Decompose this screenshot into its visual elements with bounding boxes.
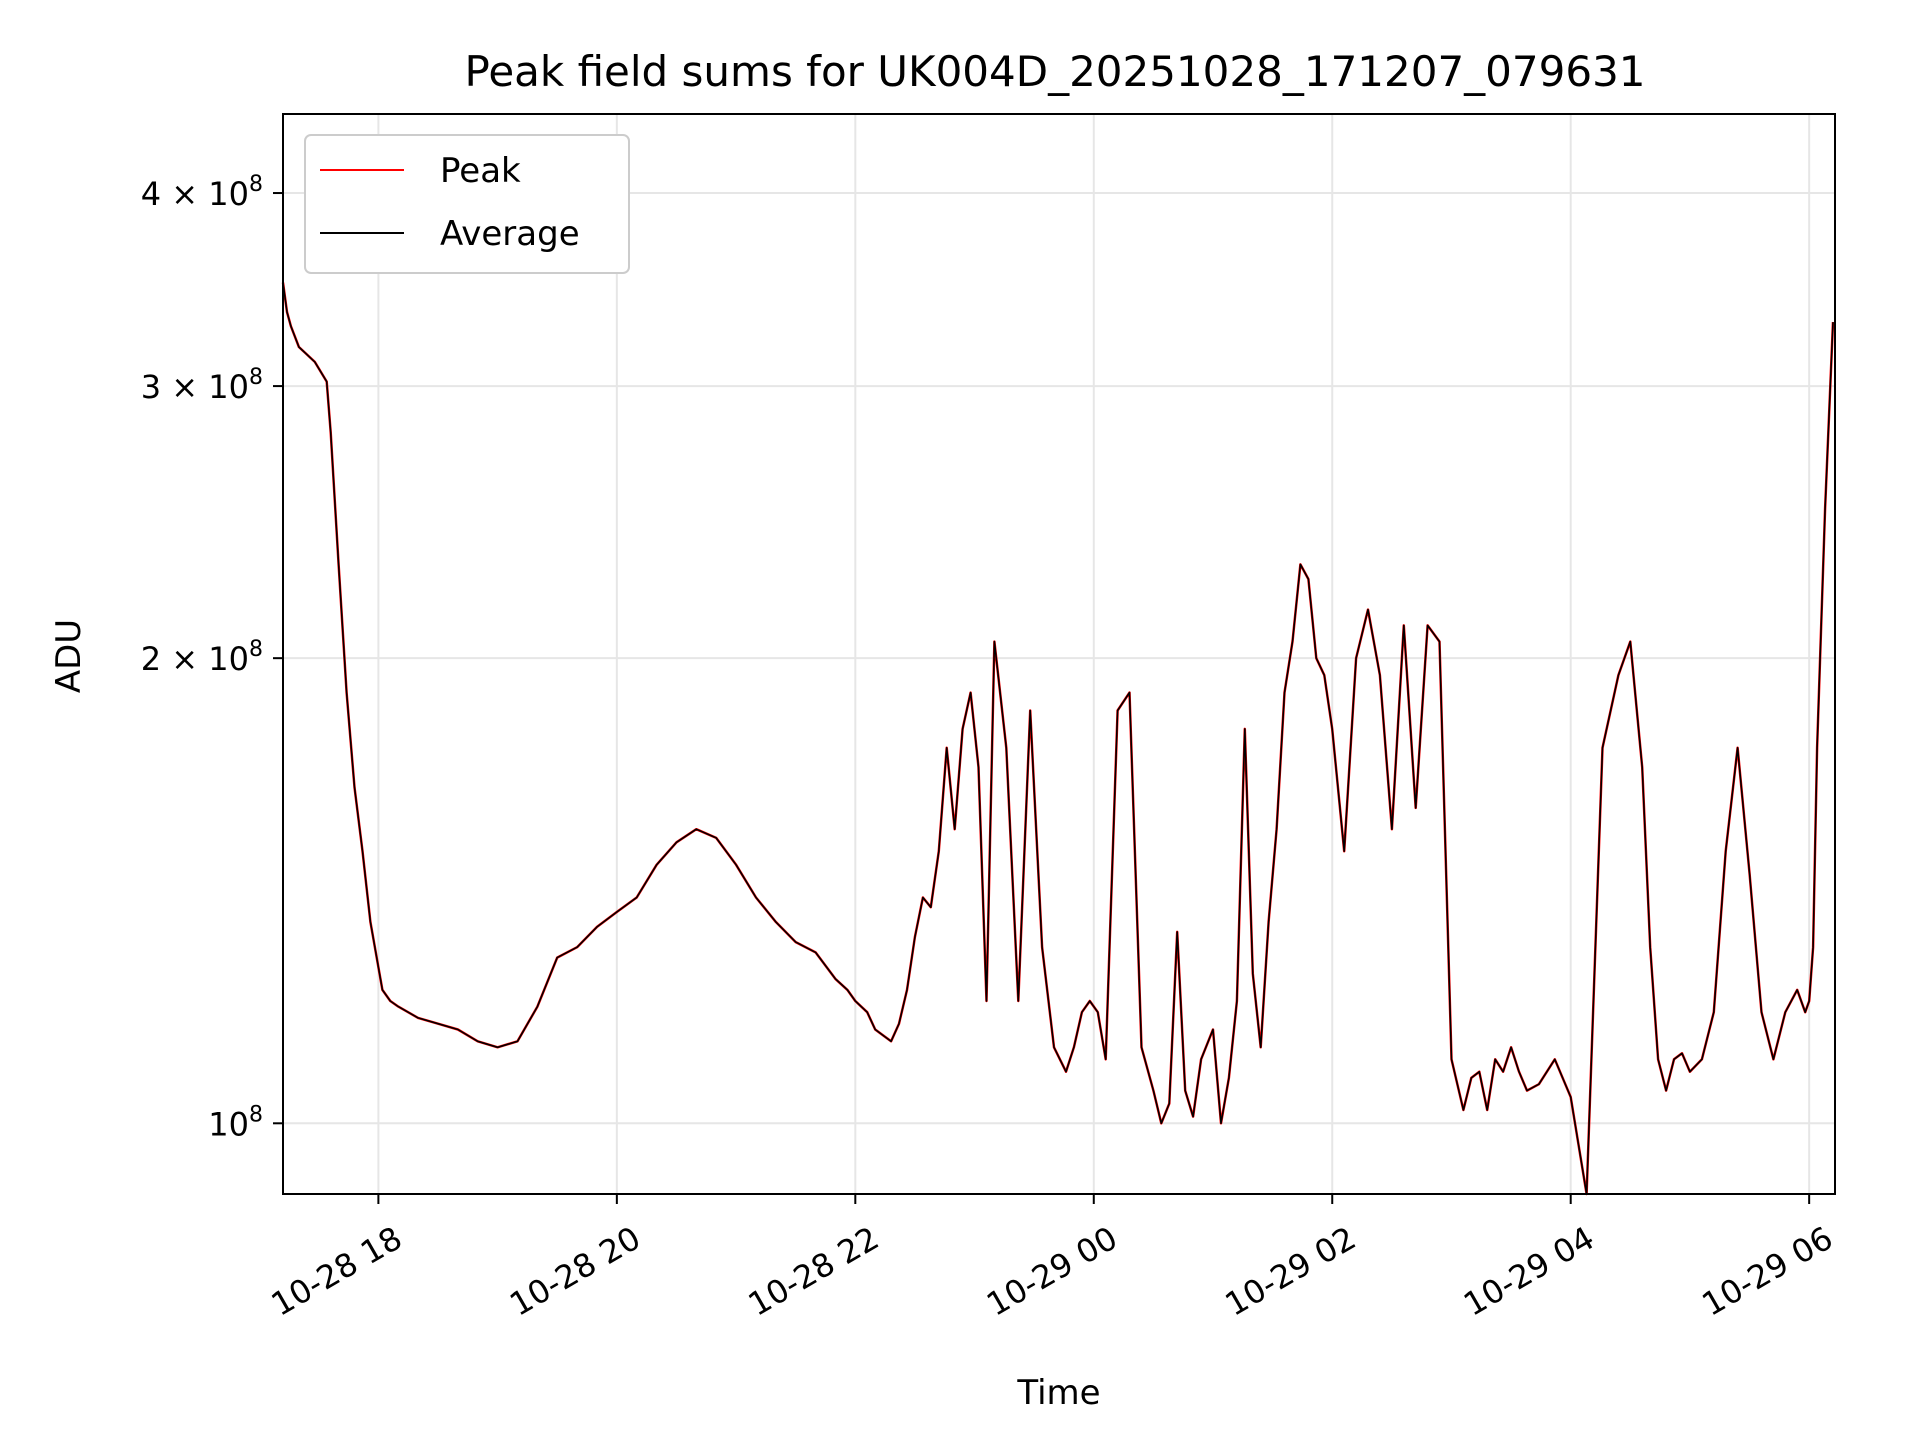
x-axis-label: Time — [1016, 1373, 1100, 1413]
y-tick-label: 4 × 108 — [141, 172, 263, 213]
chart-title: Peak field sums for UK004D_20251028_1712… — [464, 47, 1645, 96]
y-tick-exponent: 8 — [249, 637, 263, 662]
series-line-average — [282, 282, 1834, 1195]
legend: Peak Average — [304, 134, 630, 274]
y-tick-exponent: 8 — [249, 1102, 263, 1127]
y-tick-label: 108 — [208, 1102, 263, 1143]
y-tick-label: 2 × 108 — [141, 637, 263, 678]
y-tick-base: 10 — [208, 1105, 249, 1143]
y-tick-base: 2 × 10 — [141, 640, 249, 678]
y-tick-base: 3 × 10 — [141, 368, 249, 406]
y-axis-label: ADU — [49, 619, 89, 693]
legend-label-average: Average — [440, 214, 580, 254]
y-tick-label: 3 × 108 — [141, 365, 263, 406]
plot-frame — [282, 113, 1836, 1195]
y-tick-base: 4 × 10 — [141, 175, 249, 213]
legend-label-peak: Peak — [440, 151, 521, 191]
y-tick-exponent: 8 — [249, 172, 263, 197]
series-layer — [281, 282, 1835, 1196]
y-tick-exponent: 8 — [249, 365, 263, 390]
